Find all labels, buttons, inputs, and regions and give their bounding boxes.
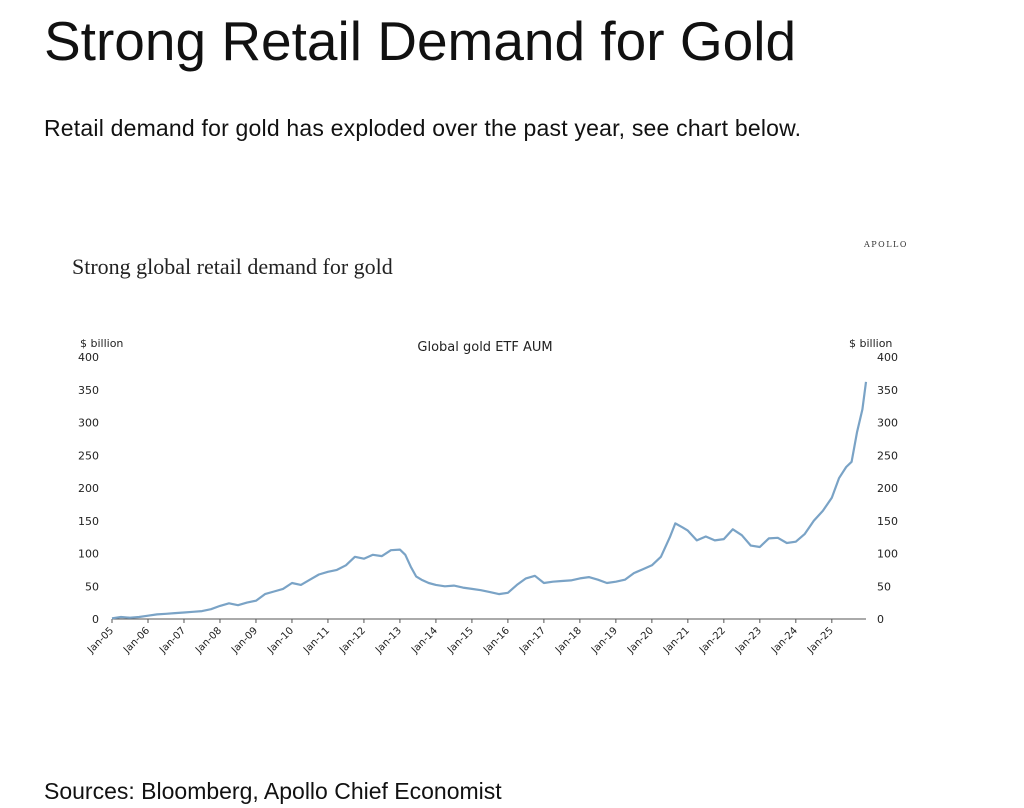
y-tick-label-right: 350: [877, 384, 898, 397]
x-tick-label: Jan-12: [337, 625, 368, 656]
chart-subtitle: Global gold ETF AUM: [417, 340, 552, 355]
series-group: [111, 381, 868, 620]
y-axis-label-left: $ billion: [80, 337, 123, 350]
y-tick-label-left: 350: [78, 384, 99, 397]
x-tick-label: Jan-25: [805, 625, 836, 656]
x-tick-label: Jan-24: [769, 625, 800, 656]
x-tick-label: Jan-05: [85, 625, 116, 656]
page-title: Strong Retail Demand for Gold: [44, 10, 797, 72]
y-tick-label-left: 50: [85, 580, 99, 593]
brand-logo: APOLLO: [864, 240, 908, 249]
series-line-gold-etf-aum: [111, 381, 868, 620]
y-tick-label-right: 150: [877, 515, 898, 528]
x-tick-label: Jan-18: [553, 625, 584, 656]
sources-footer: Sources: Bloomberg, Apollo Chief Economi…: [44, 778, 502, 804]
x-tick-label: Jan-07: [157, 625, 188, 656]
x-tick-label: Jan-08: [193, 625, 224, 656]
x-tick-label: Jan-19: [589, 625, 620, 656]
x-tick-label: Jan-22: [697, 625, 728, 656]
y-tick-label-right: 0: [877, 613, 884, 626]
y-tick-label-left: 0: [92, 613, 99, 626]
y-tick-label-left: 400: [78, 351, 99, 364]
x-tick-label: Jan-20: [625, 625, 656, 656]
y-tick-label-right: 50: [877, 580, 891, 593]
x-tick-label: Jan-17: [517, 625, 548, 656]
y-axis-left: 0 50 100 150 200 250 300 350 400: [78, 351, 99, 626]
y-tick-label-right: 200: [877, 482, 898, 495]
y-tick-label-left: 150: [78, 515, 99, 528]
x-axis: Jan-05 Jan-06 Jan-07 Jan-08 Jan-09 Jan-10 Jan-…: [85, 618, 866, 656]
y-tick-label-right: 400: [877, 351, 898, 364]
chart-title: Strong global retail demand for gold: [72, 254, 393, 279]
page-subtitle: Retail demand for gold has exploded over…: [44, 115, 802, 141]
x-tick-label: Jan-23: [733, 625, 764, 656]
y-tick-label-left: 200: [78, 482, 99, 495]
x-tick-label: Jan-15: [445, 625, 476, 656]
x-tick-label: Jan-21: [661, 625, 692, 656]
x-tick-label: Jan-10: [265, 625, 296, 656]
y-tick-label-right: 100: [877, 548, 898, 561]
x-tick-label: Jan-13: [373, 625, 404, 656]
y-tick-label-left: 250: [78, 449, 99, 462]
x-tick-label: Jan-14: [409, 625, 440, 656]
y-axis-label-right: $ billion: [849, 337, 892, 350]
y-tick-label-left: 300: [78, 417, 99, 430]
x-tick-label: Jan-09: [229, 625, 260, 656]
y-tick-label-right: 300: [877, 417, 898, 430]
x-tick-label: Jan-11: [301, 625, 332, 656]
x-tick-label: Jan-16: [481, 625, 512, 656]
x-tick-label: Jan-06: [121, 625, 152, 656]
y-tick-label-left: 100: [78, 548, 99, 561]
y-tick-label-right: 250: [877, 449, 898, 462]
y-axis-right: 0 50 100 150 200 250 300 350 400: [877, 351, 898, 626]
